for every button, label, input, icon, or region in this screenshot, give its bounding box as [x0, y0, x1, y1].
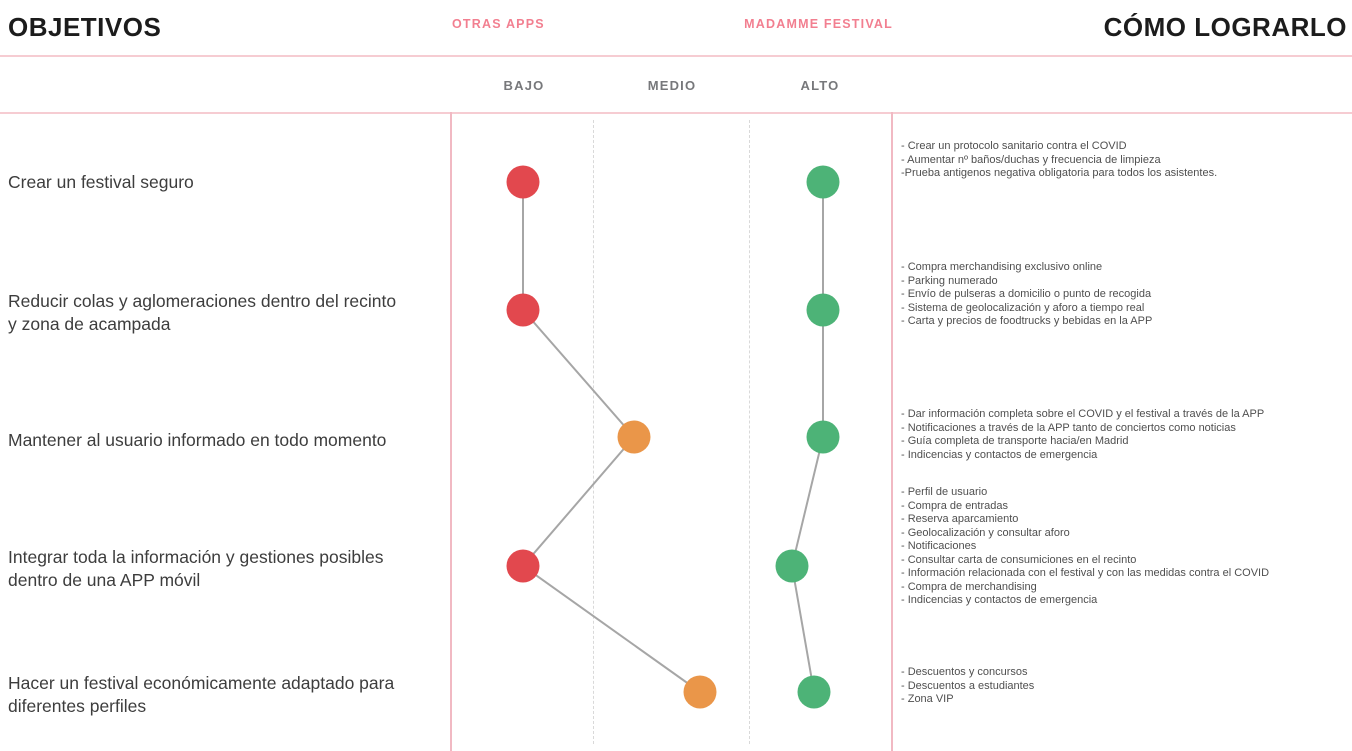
- objective-row-4: Integrar toda la información y gestiones…: [8, 547, 384, 590]
- chart-left-border-line: [450, 112, 452, 751]
- objective-row-1: Crear un festival seguro: [8, 172, 194, 192]
- rating-dot-otras-apps-row-5: [683, 675, 717, 709]
- scale-label-bajo: BAJO: [503, 78, 545, 93]
- objective-row-3: Mantener al usuario informado en todo mo…: [8, 430, 387, 450]
- rating-dot-otras-apps-row-2: [506, 293, 540, 327]
- page-title-objetivos: OBJETIVOS: [8, 12, 162, 42]
- rating-dot-madamme-festival-row-2: [806, 293, 840, 327]
- column-header-madamme-festival: MADAMME FESTIVAL: [744, 17, 893, 31]
- rating-dot-madamme-festival-row-3: [806, 420, 840, 454]
- objective-row-5: Hacer un festival económicamente adaptad…: [8, 673, 395, 716]
- rating-dot-madamme-festival-row-5: [797, 675, 831, 709]
- gridline-medio-alto: [749, 120, 750, 744]
- rating-dot-otras-apps-row-4: [506, 549, 540, 583]
- gridline-bajo-medio: [593, 120, 594, 744]
- rating-dot-madamme-festival-row-1: [806, 165, 840, 199]
- scale-divider-line: [0, 112, 1352, 114]
- scale-label-medio: MEDIO: [647, 78, 697, 93]
- actions-list-row-2: - Compra merchandising exclusivo online …: [901, 261, 1153, 327]
- actions-list-row-4: - Perfil de usuario - Compra de entradas…: [901, 486, 1270, 606]
- connector-line-otras-apps: [521, 182, 701, 693]
- objective-row-2: Reducir colas y aglomeraciones dentro de…: [8, 291, 397, 334]
- chart-right-border-line: [891, 112, 893, 751]
- scale-label-alto: ALTO: [800, 78, 840, 93]
- actions-list-row-5: - Descuentos y concursos - Descuentos a …: [901, 666, 1035, 705]
- rating-dot-otras-apps-row-1: [506, 165, 540, 199]
- actions-list-row-1: - Crear un protocolo sanitario contra el…: [901, 140, 1218, 179]
- actions-list-row-3: - Dar información completa sobre el COVI…: [901, 408, 1265, 461]
- rating-dot-otras-apps-row-3: [617, 420, 651, 454]
- rating-dot-madamme-festival-row-4: [775, 549, 809, 583]
- top-divider-line: [0, 55, 1352, 57]
- page-title-como-lograrlo: CÓMO LOGRARLO: [1103, 12, 1347, 42]
- column-header-otras-apps: OTRAS APPS: [452, 17, 545, 31]
